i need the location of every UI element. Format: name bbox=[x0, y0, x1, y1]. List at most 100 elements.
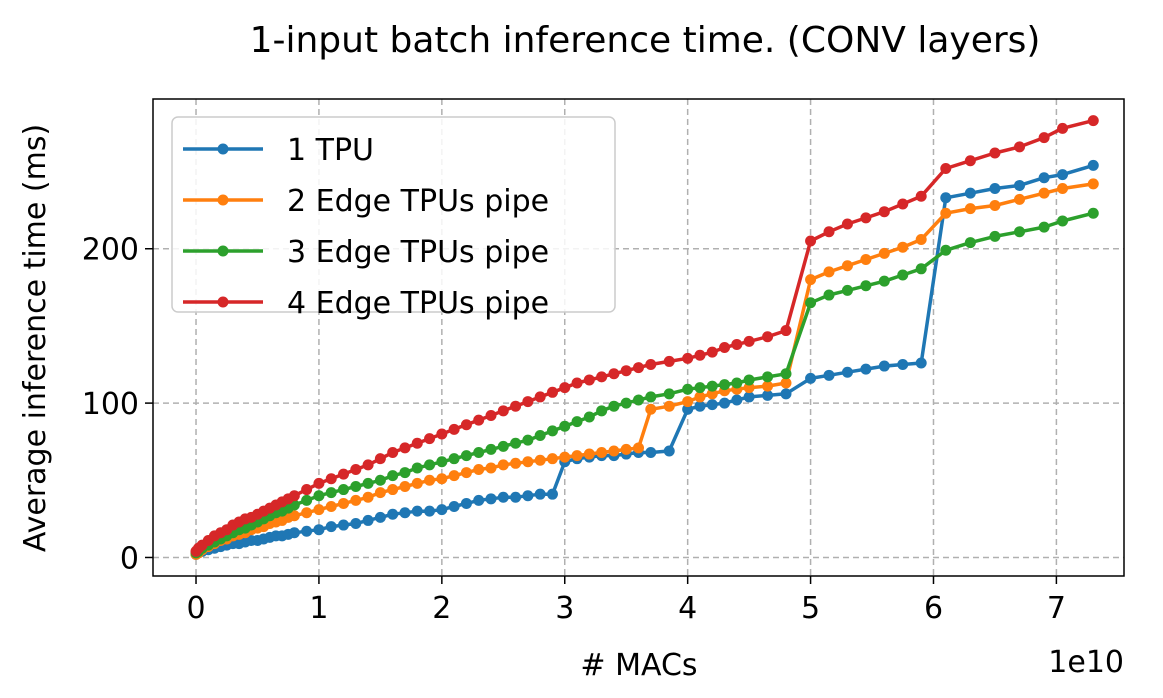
data-point bbox=[719, 379, 731, 391]
data-point bbox=[1014, 193, 1026, 205]
data-point bbox=[915, 190, 927, 202]
data-point bbox=[633, 394, 644, 406]
data-point bbox=[399, 442, 411, 454]
data-point bbox=[350, 463, 362, 475]
data-point bbox=[841, 366, 853, 378]
data-point bbox=[522, 396, 534, 408]
data-point bbox=[694, 391, 706, 403]
data-point bbox=[780, 325, 792, 337]
data-point bbox=[964, 187, 976, 199]
data-point bbox=[915, 357, 927, 369]
data-point bbox=[682, 403, 694, 415]
x-tick-label: 2 bbox=[432, 591, 451, 626]
data-point bbox=[436, 428, 448, 440]
data-point bbox=[780, 368, 792, 380]
legend-item: 1 TPU bbox=[183, 133, 374, 168]
data-point bbox=[805, 372, 817, 384]
data-point bbox=[485, 409, 497, 421]
data-point bbox=[411, 437, 423, 449]
data-point bbox=[1087, 115, 1099, 127]
data-point bbox=[583, 448, 595, 460]
data-point bbox=[706, 388, 718, 400]
data-point bbox=[897, 198, 909, 210]
y-axis-label: Average inference time (ms) bbox=[18, 124, 53, 552]
data-point bbox=[362, 491, 374, 503]
data-point bbox=[823, 266, 835, 278]
data-point bbox=[301, 494, 313, 506]
data-point bbox=[860, 363, 872, 375]
data-point bbox=[546, 488, 558, 500]
data-point bbox=[706, 346, 718, 358]
data-point bbox=[682, 396, 694, 408]
data-point bbox=[1038, 172, 1050, 184]
data-point bbox=[1038, 187, 1050, 199]
data-point bbox=[313, 524, 325, 536]
x-axis-offset-text: 1e10 bbox=[1048, 645, 1124, 680]
data-point bbox=[762, 331, 774, 343]
data-point bbox=[964, 237, 976, 249]
data-point bbox=[399, 480, 411, 492]
data-point bbox=[694, 382, 706, 394]
data-point bbox=[583, 411, 595, 423]
data-point bbox=[743, 374, 755, 386]
data-point bbox=[387, 447, 399, 459]
data-point bbox=[989, 183, 1001, 195]
data-point bbox=[313, 504, 325, 516]
data-point bbox=[823, 369, 835, 381]
data-point bbox=[743, 391, 755, 403]
data-point bbox=[620, 443, 632, 455]
data-point bbox=[288, 510, 300, 522]
data-point bbox=[522, 490, 534, 502]
data-point bbox=[762, 380, 774, 392]
data-point bbox=[731, 338, 743, 350]
data-point bbox=[780, 377, 792, 389]
data-point bbox=[989, 200, 1001, 212]
x-tick-label: 3 bbox=[555, 591, 574, 626]
data-point bbox=[940, 192, 952, 204]
data-point bbox=[338, 484, 350, 496]
x-tick-label: 7 bbox=[1047, 591, 1066, 626]
data-point bbox=[374, 487, 386, 499]
data-point bbox=[374, 474, 386, 486]
data-point bbox=[546, 386, 558, 398]
data-point bbox=[546, 453, 558, 465]
data-point bbox=[411, 462, 423, 474]
data-point bbox=[571, 450, 583, 462]
series-4 bbox=[190, 115, 1099, 557]
data-point bbox=[964, 203, 976, 215]
x-tick-label: 5 bbox=[801, 591, 820, 626]
data-point bbox=[350, 518, 362, 530]
legend-label: 4 Edge TPUs pipe bbox=[287, 286, 549, 321]
data-point bbox=[534, 454, 546, 466]
data-point bbox=[522, 434, 534, 446]
legend-label: 3 Edge TPUs pipe bbox=[287, 235, 549, 270]
data-point bbox=[719, 342, 731, 354]
data-point bbox=[522, 456, 534, 468]
data-point bbox=[915, 233, 927, 245]
data-point bbox=[897, 359, 909, 371]
data-point bbox=[301, 507, 313, 519]
data-point bbox=[411, 477, 423, 489]
legend-item: 3 Edge TPUs pipe bbox=[183, 235, 549, 270]
data-point bbox=[1087, 207, 1099, 219]
data-point bbox=[424, 459, 436, 471]
data-point bbox=[313, 477, 325, 489]
data-point bbox=[485, 443, 497, 455]
data-point bbox=[1014, 179, 1026, 191]
data-point bbox=[608, 445, 620, 457]
data-point bbox=[559, 451, 571, 463]
x-tick-label: 1 bbox=[309, 591, 328, 626]
data-point bbox=[878, 247, 890, 259]
data-point bbox=[424, 505, 436, 517]
data-point bbox=[645, 447, 657, 459]
chart-title: 1-input batch inference time. (CONV laye… bbox=[250, 20, 1041, 61]
data-point bbox=[694, 400, 706, 412]
data-point bbox=[411, 505, 423, 517]
data-point bbox=[325, 473, 337, 485]
data-point bbox=[897, 269, 909, 281]
data-point bbox=[1057, 183, 1069, 195]
data-point bbox=[743, 382, 755, 394]
y-tick-label: 200 bbox=[82, 233, 139, 268]
legend-item: 2 Edge TPUs pipe bbox=[183, 184, 549, 219]
